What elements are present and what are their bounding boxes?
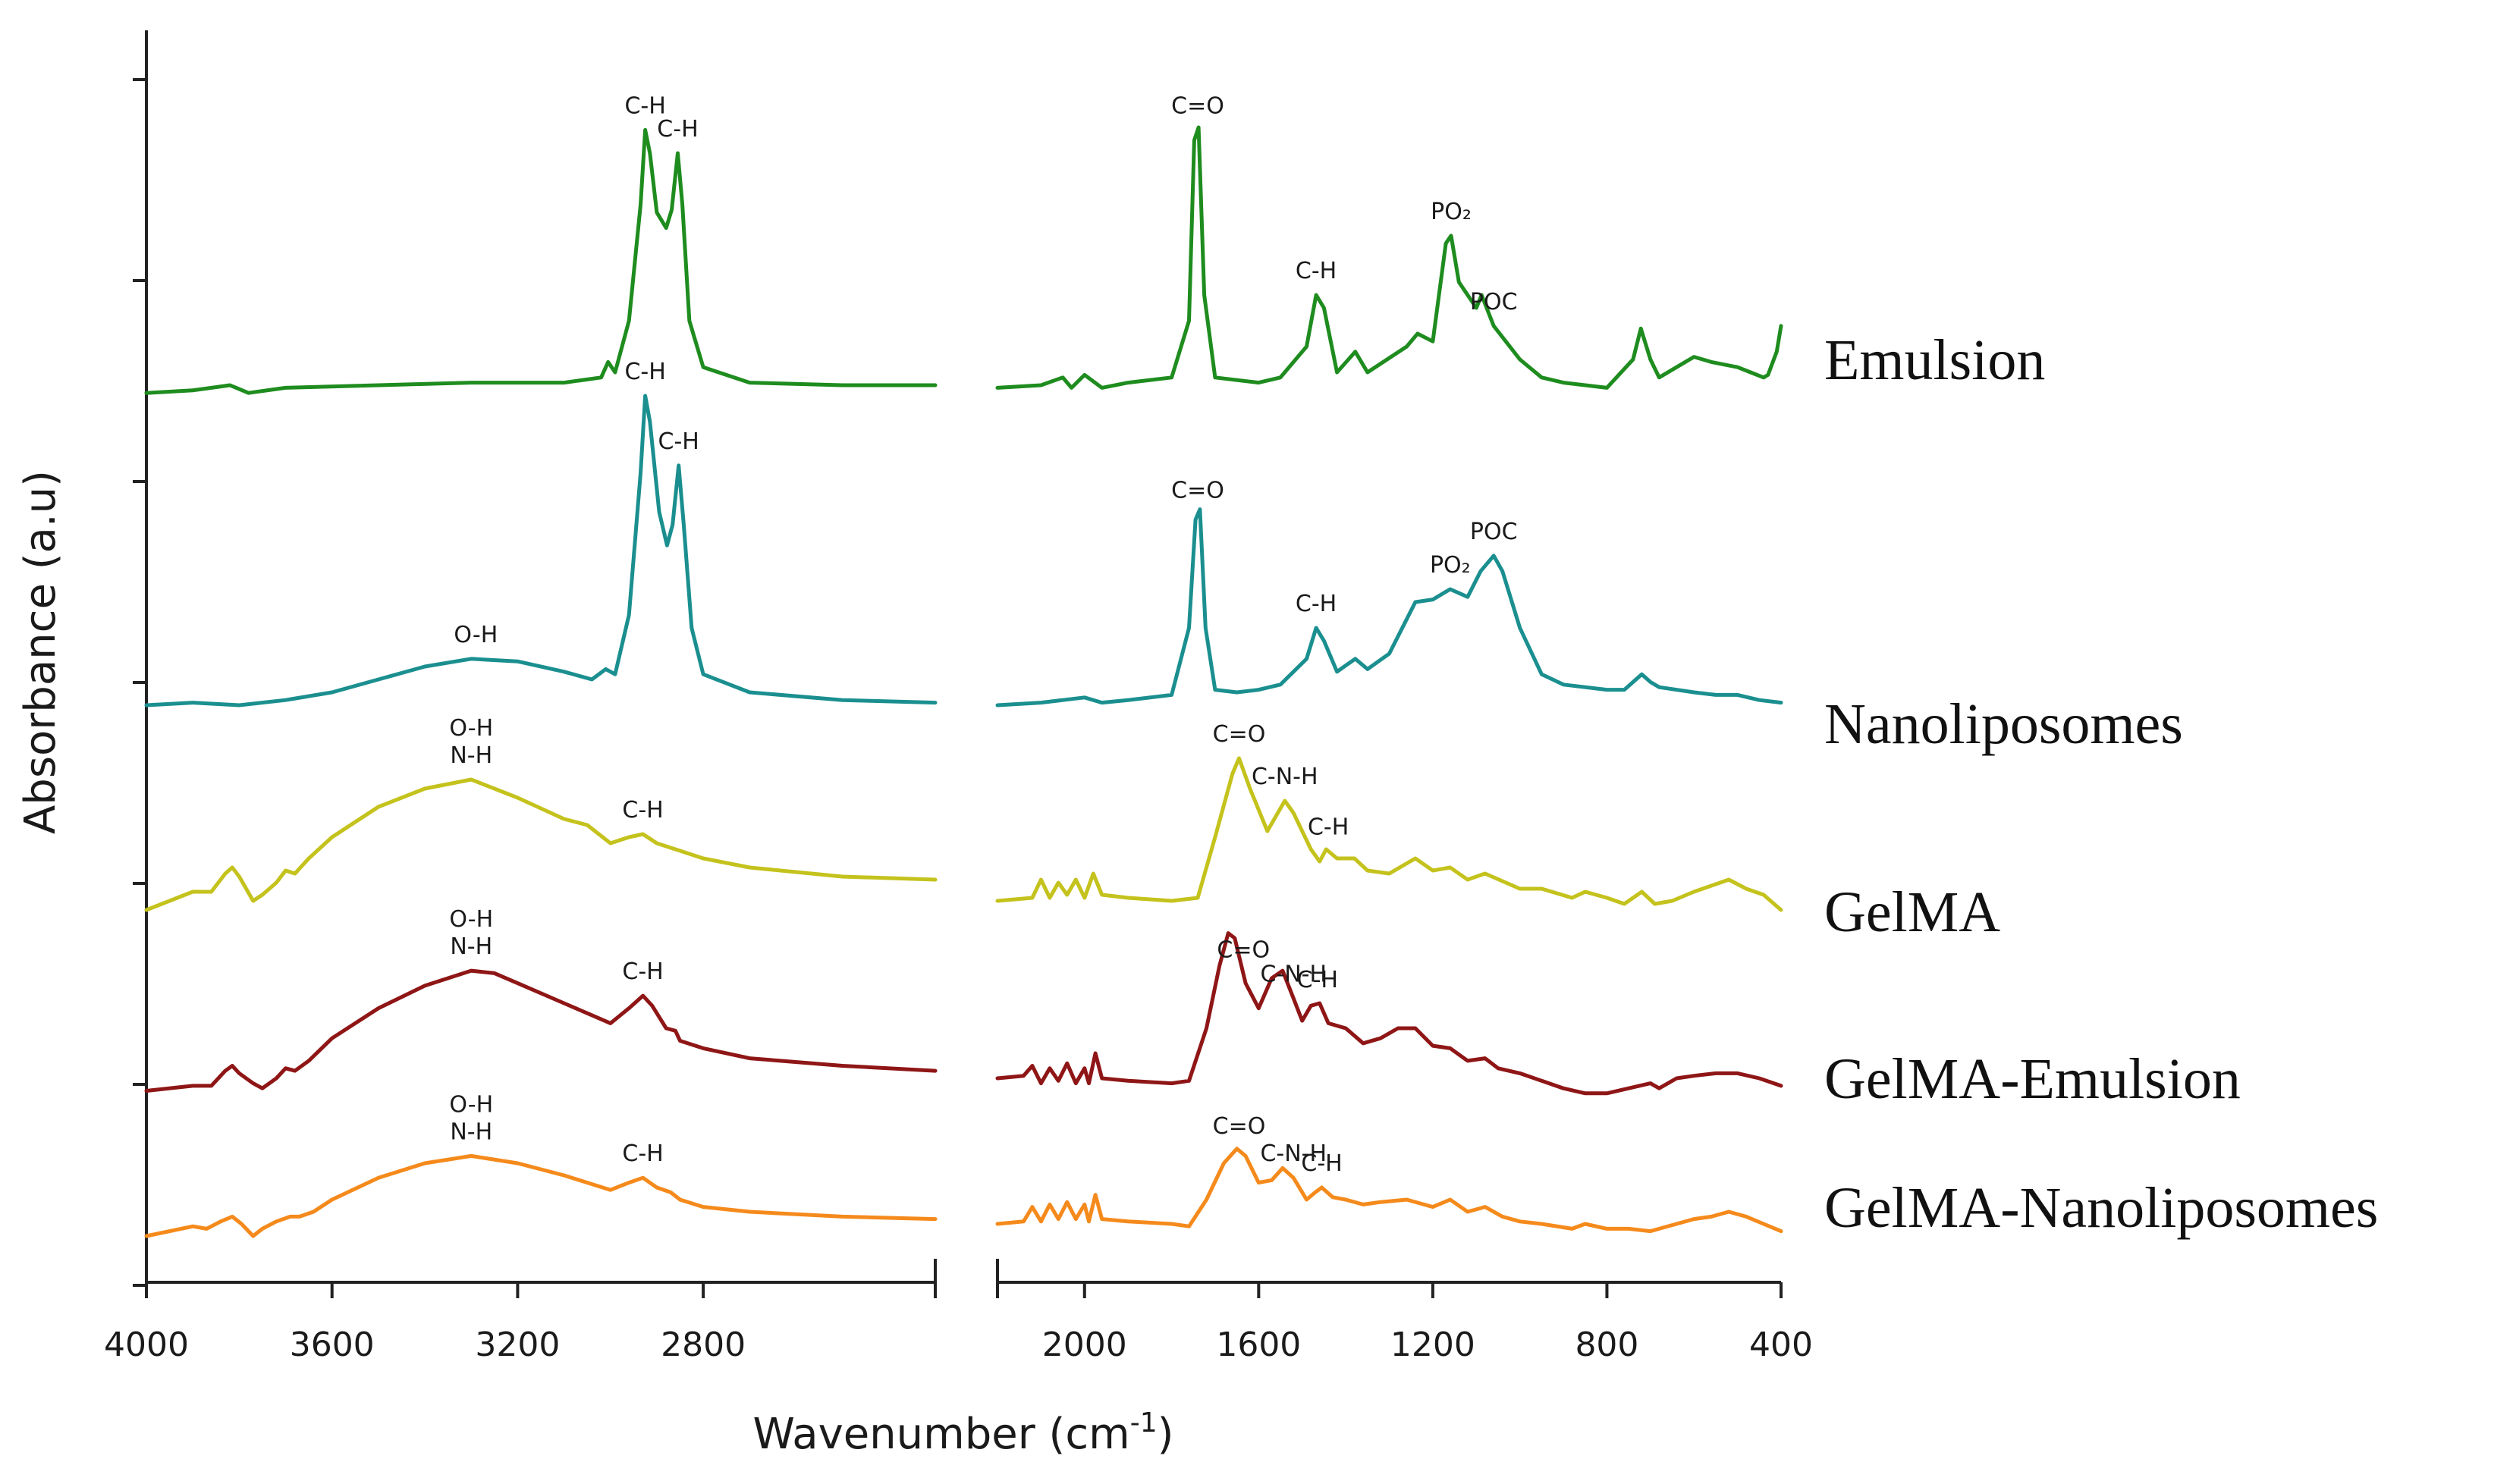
x-axis-title: Wavenumber (cm-1) (752, 1407, 1173, 1459)
x-tick-label: 2000 (1042, 1326, 1127, 1364)
x-tick-label: 4000 (104, 1326, 189, 1364)
series-line-low (995, 507, 1783, 707)
peak-label: C-H (624, 93, 665, 119)
peak-label: POC (1470, 519, 1518, 545)
peak-annotations: C-HC-HC=OC-HPO₂POCO-HC-HC-HC=OC-HPO₂POCN… (449, 93, 1517, 1177)
series-line-low (995, 931, 1783, 1096)
x-ticks: 4000 3600 3200 2800 2000 1600 1200 800 400 (104, 1282, 1813, 1364)
series-name-label: GelMA (1824, 880, 2000, 944)
peak-label: C-H (1296, 591, 1337, 617)
series-line-high (144, 968, 938, 1093)
peak-label: C=O (1213, 1113, 1266, 1140)
peak-label: C-N-H (1260, 1140, 1327, 1167)
peak-label: C=O (1171, 93, 1224, 119)
series-line-high (144, 1153, 938, 1238)
series-curves (144, 125, 1783, 1238)
y-axis-title: Absorbance (a.u) (16, 470, 65, 834)
series-line-high (144, 127, 938, 395)
peak-label: N-H (450, 1118, 492, 1145)
peak-label: POC (1470, 289, 1518, 315)
series-line-high (144, 394, 938, 707)
peak-label: C-H (658, 428, 699, 455)
peak-label: C=O (1217, 937, 1270, 964)
x-tick-label: 3200 (475, 1326, 560, 1364)
peak-label: C-N-H (1260, 961, 1327, 987)
peak-label: C-N-H (1252, 764, 1318, 790)
peak-label: C=O (1213, 721, 1266, 748)
peak-label: C-H (622, 958, 663, 985)
series-name-label: Emulsion (1824, 328, 2045, 392)
x-tick-label: 1600 (1216, 1326, 1301, 1364)
peak-label: N-H (450, 742, 492, 769)
x-tick-label: 1200 (1390, 1326, 1475, 1364)
series-line-low (995, 1147, 1783, 1234)
series-line-low (995, 125, 1783, 390)
peak-label: PO₂ (1430, 552, 1471, 579)
peak-label: C-H (622, 797, 663, 824)
peak-label: C-H (622, 1140, 663, 1167)
x-tick-label: 800 (1575, 1326, 1638, 1364)
series-name-label: Nanoliposomes (1824, 692, 2183, 756)
peak-label: O-H (454, 622, 498, 648)
x-tick-label: 3600 (290, 1326, 375, 1364)
peak-label: C=O (1171, 477, 1224, 504)
series-name-label: GelMA-Nanoliposomes (1824, 1176, 2378, 1240)
series-name-label: GelMA-Emulsion (1824, 1047, 2241, 1111)
x-tick-label: 2800 (661, 1326, 746, 1364)
series-line-high (144, 777, 938, 912)
peak-label: C-H (1296, 258, 1337, 284)
peak-label: C-H (1297, 967, 1338, 993)
series-line-low (995, 756, 1783, 912)
peak-label: O-H (449, 715, 493, 742)
peak-label: C-H (1301, 1150, 1342, 1177)
peak-label: C-H (624, 359, 665, 385)
series-names: Emulsion Nanoliposomes GelMA GelMA-Emulsion… (1824, 328, 2378, 1240)
y-ticks (133, 78, 146, 1287)
peak-label: O-H (449, 1091, 493, 1118)
x-tick-label: 400 (1749, 1326, 1813, 1364)
peak-label: C-H (1308, 814, 1349, 840)
peak-label: N-H (450, 933, 492, 960)
peak-label: O-H (449, 906, 493, 933)
peak-label: PO₂ (1431, 199, 1472, 225)
peak-label: C-H (657, 116, 698, 143)
